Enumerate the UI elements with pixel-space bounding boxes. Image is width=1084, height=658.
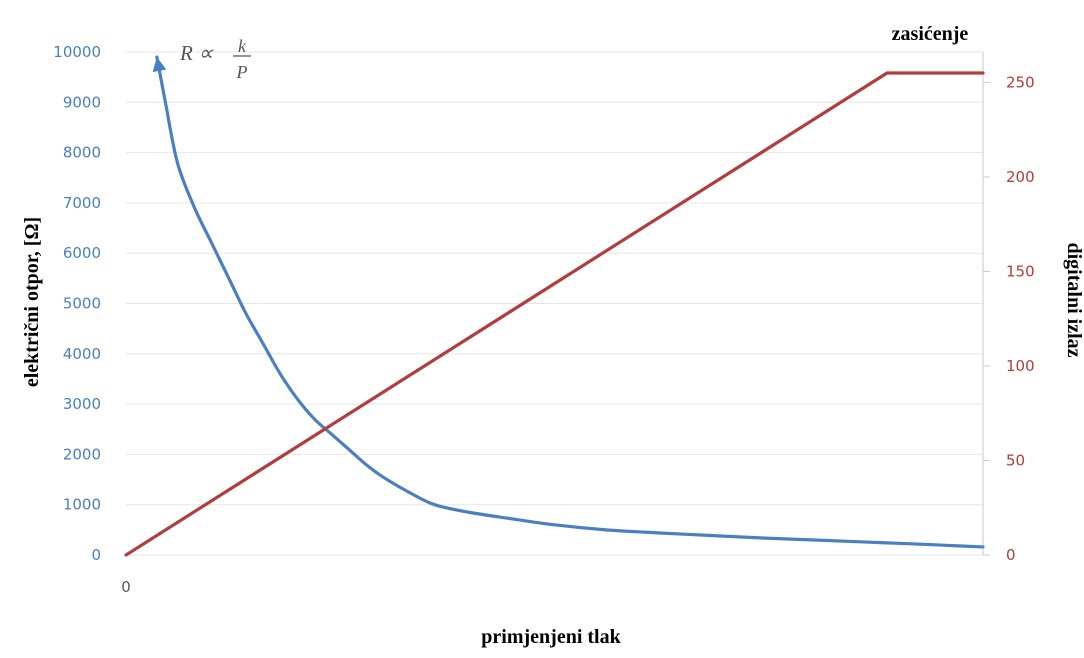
- left-axis-tick-label: 0: [91, 546, 101, 564]
- left-axis-tick-label: 1000: [63, 496, 101, 514]
- right-axis-title: digitalni izlaz: [1063, 243, 1084, 358]
- series-line-1: [155, 55, 985, 549]
- left-axis-tick-label: 5000: [63, 295, 101, 313]
- right-axis-tick-label: 100: [1006, 357, 1035, 375]
- x-axis-title: primjenjeni tlak: [481, 626, 621, 648]
- formula-annotation: R ∝ k P: [179, 36, 251, 82]
- left-axis-tick-label: 2000: [63, 445, 101, 463]
- series-arrowhead: [152, 57, 167, 73]
- left-axis-tick-label: 3000: [63, 395, 101, 413]
- left-axis-title: električni otpor, [Ω]: [21, 217, 43, 387]
- right-axis-tick-label: 150: [1006, 262, 1035, 280]
- right-axis-tick-label: 0: [1006, 546, 1016, 564]
- left-axis-ticks: 0 1000 2000 3000 4000 5000 6000 7000 8000 9000 100…: [53, 43, 101, 564]
- formula-denominator: P: [236, 62, 248, 82]
- left-axis-tick-label: 4000: [63, 345, 101, 363]
- formula-prefix: R ∝: [179, 41, 214, 65]
- series-line-2: [124, 71, 985, 557]
- left-axis-tick-label: 6000: [63, 244, 101, 262]
- left-axis-tick-label: 10000: [53, 43, 101, 61]
- right-axis-ticks: 0 50 100 150 200 250: [983, 73, 1035, 564]
- series-layer: [124, 55, 985, 557]
- left-axis-tick-label: 9000: [63, 93, 101, 111]
- right-axis-tick-label: 50: [1006, 451, 1025, 469]
- right-axis-tick-label: 250: [1006, 73, 1035, 91]
- gridlines: [126, 51, 983, 556]
- left-axis-tick-label: 8000: [63, 144, 101, 162]
- saturation-label: zasićenje: [892, 23, 969, 45]
- right-axis-tick-label: 200: [1006, 168, 1035, 186]
- x-axis-tick-0: 0: [121, 578, 131, 596]
- formula-numerator: k: [238, 36, 247, 56]
- left-axis-tick-label: 7000: [63, 194, 101, 212]
